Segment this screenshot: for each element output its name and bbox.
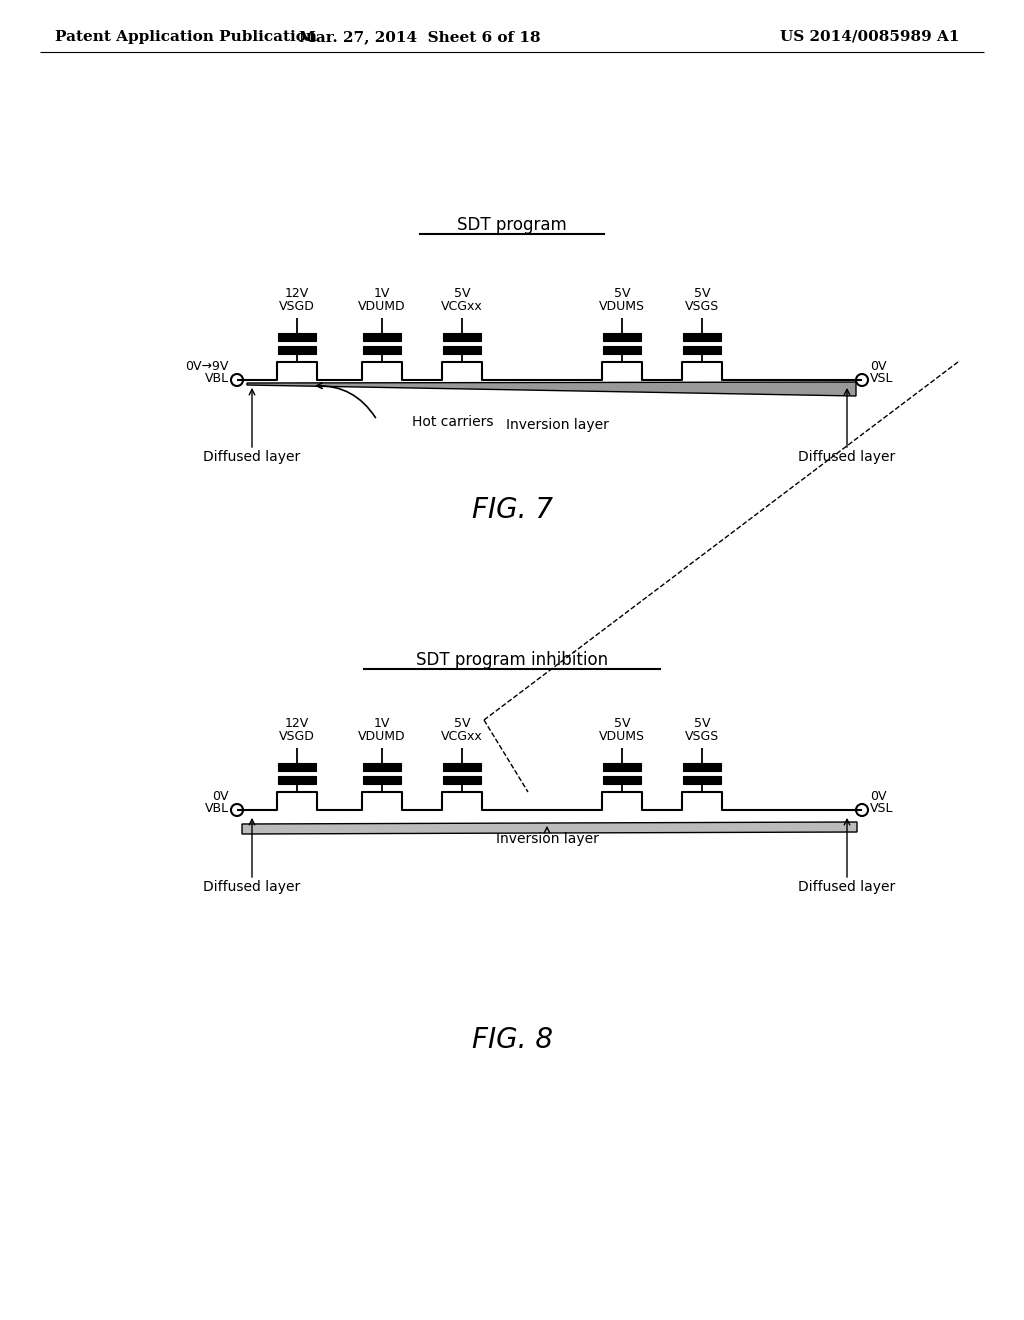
Text: 12V: 12V <box>285 717 309 730</box>
Bar <box>683 333 721 341</box>
Text: 0V→9V: 0V→9V <box>185 359 229 372</box>
Text: VSL: VSL <box>870 371 894 384</box>
Text: VDUMS: VDUMS <box>599 300 645 313</box>
Text: Diffused layer: Diffused layer <box>204 880 301 894</box>
Text: VBL: VBL <box>205 801 229 814</box>
Bar <box>362 763 401 771</box>
Bar <box>362 333 401 341</box>
Text: 0V: 0V <box>870 789 887 803</box>
Text: VDUMS: VDUMS <box>599 730 645 743</box>
Text: Mar. 27, 2014  Sheet 6 of 18: Mar. 27, 2014 Sheet 6 of 18 <box>299 30 541 44</box>
Text: SDT program inhibition: SDT program inhibition <box>416 651 608 669</box>
Bar <box>683 763 721 771</box>
Text: Diffused layer: Diffused layer <box>799 880 896 894</box>
Bar <box>443 776 481 784</box>
Text: 5V: 5V <box>613 286 630 300</box>
Bar <box>278 333 316 341</box>
Text: Inversion layer: Inversion layer <box>506 418 608 432</box>
Text: VSGS: VSGS <box>685 300 719 313</box>
Text: VSGS: VSGS <box>685 730 719 743</box>
Bar <box>362 776 401 784</box>
Text: SDT program: SDT program <box>457 216 567 234</box>
Text: VSL: VSL <box>870 801 894 814</box>
Text: Diffused layer: Diffused layer <box>799 450 896 465</box>
Text: VSGD: VSGD <box>280 730 315 743</box>
Text: Inversion layer: Inversion layer <box>496 832 598 846</box>
Text: 0V: 0V <box>213 789 229 803</box>
Text: VBL: VBL <box>205 371 229 384</box>
Text: 5V: 5V <box>454 286 470 300</box>
Text: VSGD: VSGD <box>280 300 315 313</box>
Text: 1V: 1V <box>374 717 390 730</box>
Polygon shape <box>247 381 856 396</box>
Bar <box>443 763 481 771</box>
Bar <box>278 776 316 784</box>
Text: US 2014/0085989 A1: US 2014/0085989 A1 <box>780 30 959 44</box>
Text: VCGxx: VCGxx <box>441 300 483 313</box>
Text: VDUMD: VDUMD <box>358 730 406 743</box>
Bar <box>443 346 481 354</box>
Bar <box>362 346 401 354</box>
Text: VCGxx: VCGxx <box>441 730 483 743</box>
Text: 5V: 5V <box>454 717 470 730</box>
Bar <box>603 333 641 341</box>
Text: Diffused layer: Diffused layer <box>204 450 301 465</box>
Text: 5V: 5V <box>613 717 630 730</box>
Text: FIG. 8: FIG. 8 <box>471 1026 553 1053</box>
Text: 12V: 12V <box>285 286 309 300</box>
Bar <box>603 346 641 354</box>
Bar <box>603 763 641 771</box>
Polygon shape <box>242 822 857 834</box>
Bar <box>683 776 721 784</box>
Text: FIG. 7: FIG. 7 <box>471 496 553 524</box>
Bar <box>278 346 316 354</box>
Bar <box>603 776 641 784</box>
Bar <box>278 763 316 771</box>
Text: 0V: 0V <box>870 359 887 372</box>
Text: 5V: 5V <box>693 717 711 730</box>
Text: Patent Application Publication: Patent Application Publication <box>55 30 317 44</box>
Bar <box>443 333 481 341</box>
Text: VDUMD: VDUMD <box>358 300 406 313</box>
Text: 1V: 1V <box>374 286 390 300</box>
Text: Hot carriers: Hot carriers <box>412 414 494 429</box>
Bar <box>683 346 721 354</box>
Text: 5V: 5V <box>693 286 711 300</box>
